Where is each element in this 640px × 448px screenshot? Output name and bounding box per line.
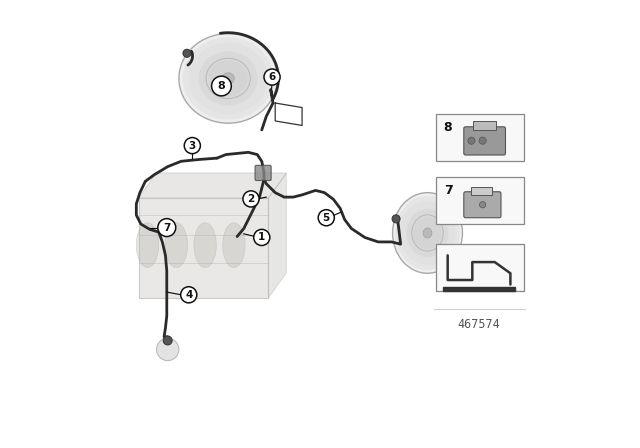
Ellipse shape: [399, 201, 456, 265]
Text: 4: 4: [185, 290, 193, 300]
Text: 2: 2: [248, 194, 255, 204]
Ellipse shape: [206, 58, 250, 99]
Circle shape: [158, 219, 176, 237]
Text: 7: 7: [163, 223, 170, 233]
Polygon shape: [139, 198, 269, 298]
FancyBboxPatch shape: [436, 114, 524, 161]
Circle shape: [479, 202, 486, 208]
Circle shape: [468, 137, 475, 144]
Circle shape: [318, 210, 334, 226]
Circle shape: [243, 191, 259, 207]
FancyBboxPatch shape: [464, 127, 506, 155]
Ellipse shape: [209, 60, 248, 96]
Ellipse shape: [412, 215, 444, 251]
Circle shape: [264, 69, 280, 85]
Text: 8: 8: [444, 121, 452, 134]
Text: 467574: 467574: [458, 318, 500, 332]
FancyBboxPatch shape: [473, 121, 495, 130]
Ellipse shape: [194, 223, 216, 267]
Text: 8: 8: [218, 81, 225, 91]
Circle shape: [163, 336, 172, 345]
Ellipse shape: [189, 43, 268, 114]
Text: 6: 6: [268, 72, 276, 82]
Ellipse shape: [179, 34, 278, 123]
Ellipse shape: [183, 37, 273, 120]
Ellipse shape: [423, 228, 432, 238]
Circle shape: [184, 138, 200, 154]
Polygon shape: [443, 287, 515, 291]
Ellipse shape: [222, 73, 234, 84]
FancyBboxPatch shape: [464, 192, 501, 218]
Circle shape: [180, 287, 197, 303]
Polygon shape: [139, 173, 287, 198]
Text: 7: 7: [444, 184, 452, 197]
Ellipse shape: [396, 196, 460, 270]
Text: 3: 3: [189, 141, 196, 151]
Circle shape: [183, 49, 191, 57]
FancyBboxPatch shape: [436, 177, 524, 224]
Ellipse shape: [413, 217, 442, 249]
Text: 5: 5: [323, 213, 330, 223]
Circle shape: [479, 137, 486, 144]
Ellipse shape: [136, 223, 159, 267]
Circle shape: [392, 215, 400, 223]
Ellipse shape: [165, 223, 188, 267]
FancyBboxPatch shape: [436, 244, 524, 291]
Ellipse shape: [406, 209, 449, 257]
FancyBboxPatch shape: [255, 165, 271, 181]
Circle shape: [157, 338, 179, 361]
Circle shape: [253, 229, 270, 246]
Polygon shape: [269, 173, 287, 298]
Ellipse shape: [223, 223, 245, 267]
Ellipse shape: [198, 52, 258, 105]
FancyBboxPatch shape: [472, 187, 492, 195]
Ellipse shape: [392, 193, 463, 273]
Circle shape: [212, 76, 231, 96]
Text: 1: 1: [258, 233, 266, 242]
